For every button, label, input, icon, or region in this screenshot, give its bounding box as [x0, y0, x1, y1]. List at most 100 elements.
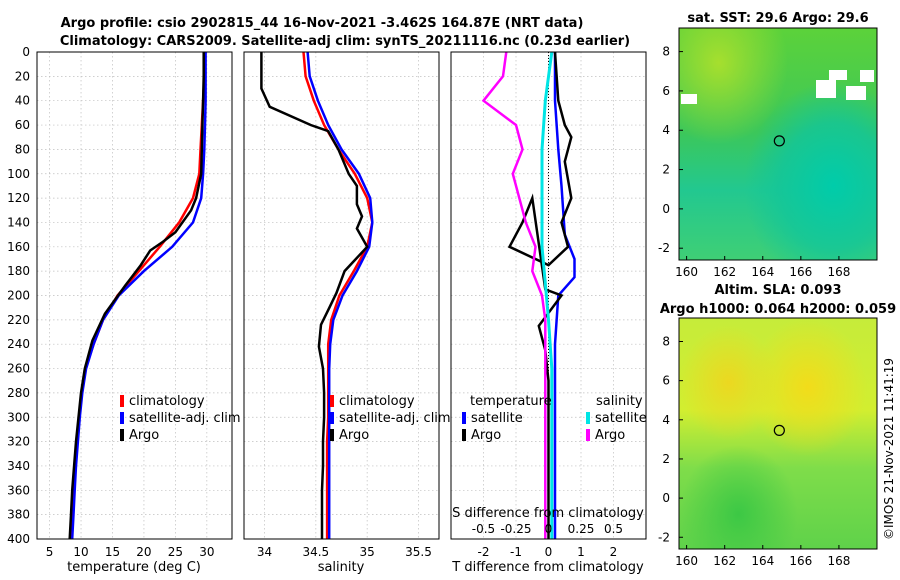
longitude-tick-label: 164 — [751, 554, 774, 568]
sst-cloud-gap — [816, 80, 836, 98]
x-tick-label: 34.5 — [302, 545, 329, 559]
x-tick-label: -2 — [478, 545, 490, 559]
legend-s-satellite-swatch — [586, 412, 590, 424]
latitude-tick-label: 8 — [662, 334, 670, 348]
x-tick-label: 34 — [257, 545, 272, 559]
x-tick-label: 0 — [545, 545, 553, 559]
x-tick-label: 5 — [46, 545, 54, 559]
latitude-tick-label: 2 — [662, 163, 670, 177]
salinity-argo-diff-line — [481, 52, 547, 539]
x-tick-label: 35 — [360, 545, 375, 559]
sst-cloud-gap — [860, 70, 874, 82]
sla-map-frame — [678, 317, 878, 550]
salinity-panel: 34 34.5 35 35.5 salinity climatology satell… — [243, 51, 451, 575]
sst-map-panel: sat. SST: 29.6 Argo: 29.6 160 162 164 166 16… — [658, 11, 878, 279]
difference-panel: -2 -1 0 1 2 S difference from climatology -0… — [450, 51, 647, 575]
t-difference-xlabel: T difference from climatology — [451, 560, 644, 575]
legend-temperature-header: temperature — [470, 394, 552, 409]
depth-tick-label: 60 — [15, 118, 30, 132]
depth-tick-label: 140 — [7, 215, 30, 229]
depth-tick-label: 220 — [7, 313, 30, 327]
legend-satellite-label: satellite-adj. clim — [129, 411, 241, 426]
latitude-tick-label: 6 — [662, 374, 670, 388]
longitude-tick-label: 168 — [827, 265, 850, 279]
argo-position-marker — [773, 135, 785, 147]
latitude-tick-label: -2 — [658, 530, 670, 544]
depth-tick-label: 380 — [7, 508, 30, 522]
sst-cloud-gap — [846, 86, 866, 100]
latitude-tick-label: 0 — [662, 491, 670, 505]
figure-title-line1: Argo profile: csio 2902815_44 16-Nov-202… — [61, 16, 584, 31]
depth-tick-label: 0 — [22, 45, 30, 59]
s-tick-label: -0.25 — [500, 522, 531, 536]
sla-map-title: Altim. SLA: 0.093 — [715, 283, 842, 298]
salinity-tick-labels: 34 34.5 35 35.5 — [257, 545, 432, 559]
latitude-tick-label: -2 — [658, 241, 670, 255]
temperature-axes-frame — [36, 51, 233, 540]
latitude-tick-label: 0 — [662, 202, 670, 216]
x-tick-label: 15 — [105, 545, 120, 559]
temperature-legend: climatology satellite-adj. clim Argo — [120, 394, 241, 443]
difference-axes-frame — [450, 51, 647, 540]
salinity-satellite-diff-line — [540, 52, 554, 539]
legend-t-argo-label: Argo — [471, 428, 501, 443]
latitude-tick-label: 2 — [662, 452, 670, 466]
sla-longitude-ticks: 160 162 164 166 168 — [675, 545, 850, 568]
sst-cool-patch — [679, 28, 877, 260]
depth-tick-label: 300 — [7, 410, 30, 424]
x-tick-label: 10 — [73, 545, 88, 559]
temperature-xlabel: temperature (deg C) — [67, 560, 201, 575]
legend-climatology-swatch — [330, 395, 334, 407]
depth-tick-label: 160 — [7, 240, 30, 254]
legend-t-satellite-swatch — [462, 412, 466, 424]
sla-map-panel: Altim. SLA: 0.093 Argo h1000: 0.064 h200… — [658, 283, 896, 568]
legend-climatology-swatch — [120, 395, 124, 407]
depth-tick-label: 120 — [7, 191, 30, 205]
salinity-argo-line — [260, 52, 369, 539]
depth-tick-label: 240 — [7, 337, 30, 351]
legend-satellite-swatch — [330, 412, 334, 424]
salinity-xlabel: salinity — [318, 560, 365, 575]
s-tick-label: 0 — [545, 522, 553, 536]
depth-tick-label: 20 — [15, 69, 30, 83]
depth-tick-label: 280 — [7, 386, 30, 400]
sst-cloud-gap — [829, 70, 847, 80]
s-tick-label: 0.25 — [568, 522, 595, 536]
depth-tick-label: 400 — [7, 532, 30, 546]
legend-t-satellite-label: satellite — [471, 411, 523, 426]
salinity-legend: climatology satellite-adj. clim Argo — [330, 394, 451, 443]
legend-argo-label: Argo — [129, 428, 159, 443]
sla-low-patch — [679, 318, 877, 549]
temperature-argo-diff-line — [507, 52, 573, 539]
temperature-argo-line — [68, 52, 205, 539]
legend-s-satellite-label: satellite — [595, 411, 647, 426]
depth-tick-labels: 0 20 40 60 80 100 120 140 160 180 200 220 240 260 280 3… — [7, 45, 30, 546]
depth-tick-label: 80 — [15, 142, 30, 156]
sst-map-frame — [678, 27, 878, 261]
legend-climatology-label: climatology — [339, 394, 415, 409]
sst-cloud-gap — [681, 94, 697, 104]
sst-longitude-ticks: 160 162 164 166 168 — [675, 256, 850, 279]
x-tick-label: 35.5 — [405, 545, 432, 559]
legend-satellite-swatch — [120, 412, 124, 424]
longitude-tick-label: 164 — [751, 265, 774, 279]
longitude-tick-label: 160 — [675, 554, 698, 568]
depth-tick-label: 320 — [7, 435, 30, 449]
latitude-tick-label: 6 — [662, 84, 670, 98]
legend-s-argo-swatch — [586, 429, 590, 441]
argo-position-marker — [773, 424, 785, 436]
difference-legend: temperature satellite Argo salinity sate… — [462, 394, 647, 443]
depth-tick-label: 200 — [7, 289, 30, 303]
legend-argo-label: Argo — [339, 428, 369, 443]
s-tick-label: 0.5 — [604, 522, 623, 536]
x-tick-label: 1 — [577, 545, 585, 559]
longitude-tick-label: 166 — [789, 265, 812, 279]
s-difference-label: S difference from climatology — [452, 506, 644, 521]
figure-title-line2: Climatology: CARS2009. Satellite-adj cli… — [60, 34, 630, 49]
temperature-satellite-diff-line — [553, 52, 576, 539]
longitude-tick-label: 166 — [789, 554, 812, 568]
depth-tick-label: 360 — [7, 483, 30, 497]
legend-salinity-header: salinity — [596, 394, 643, 409]
depth-tick-label: 340 — [7, 459, 30, 473]
